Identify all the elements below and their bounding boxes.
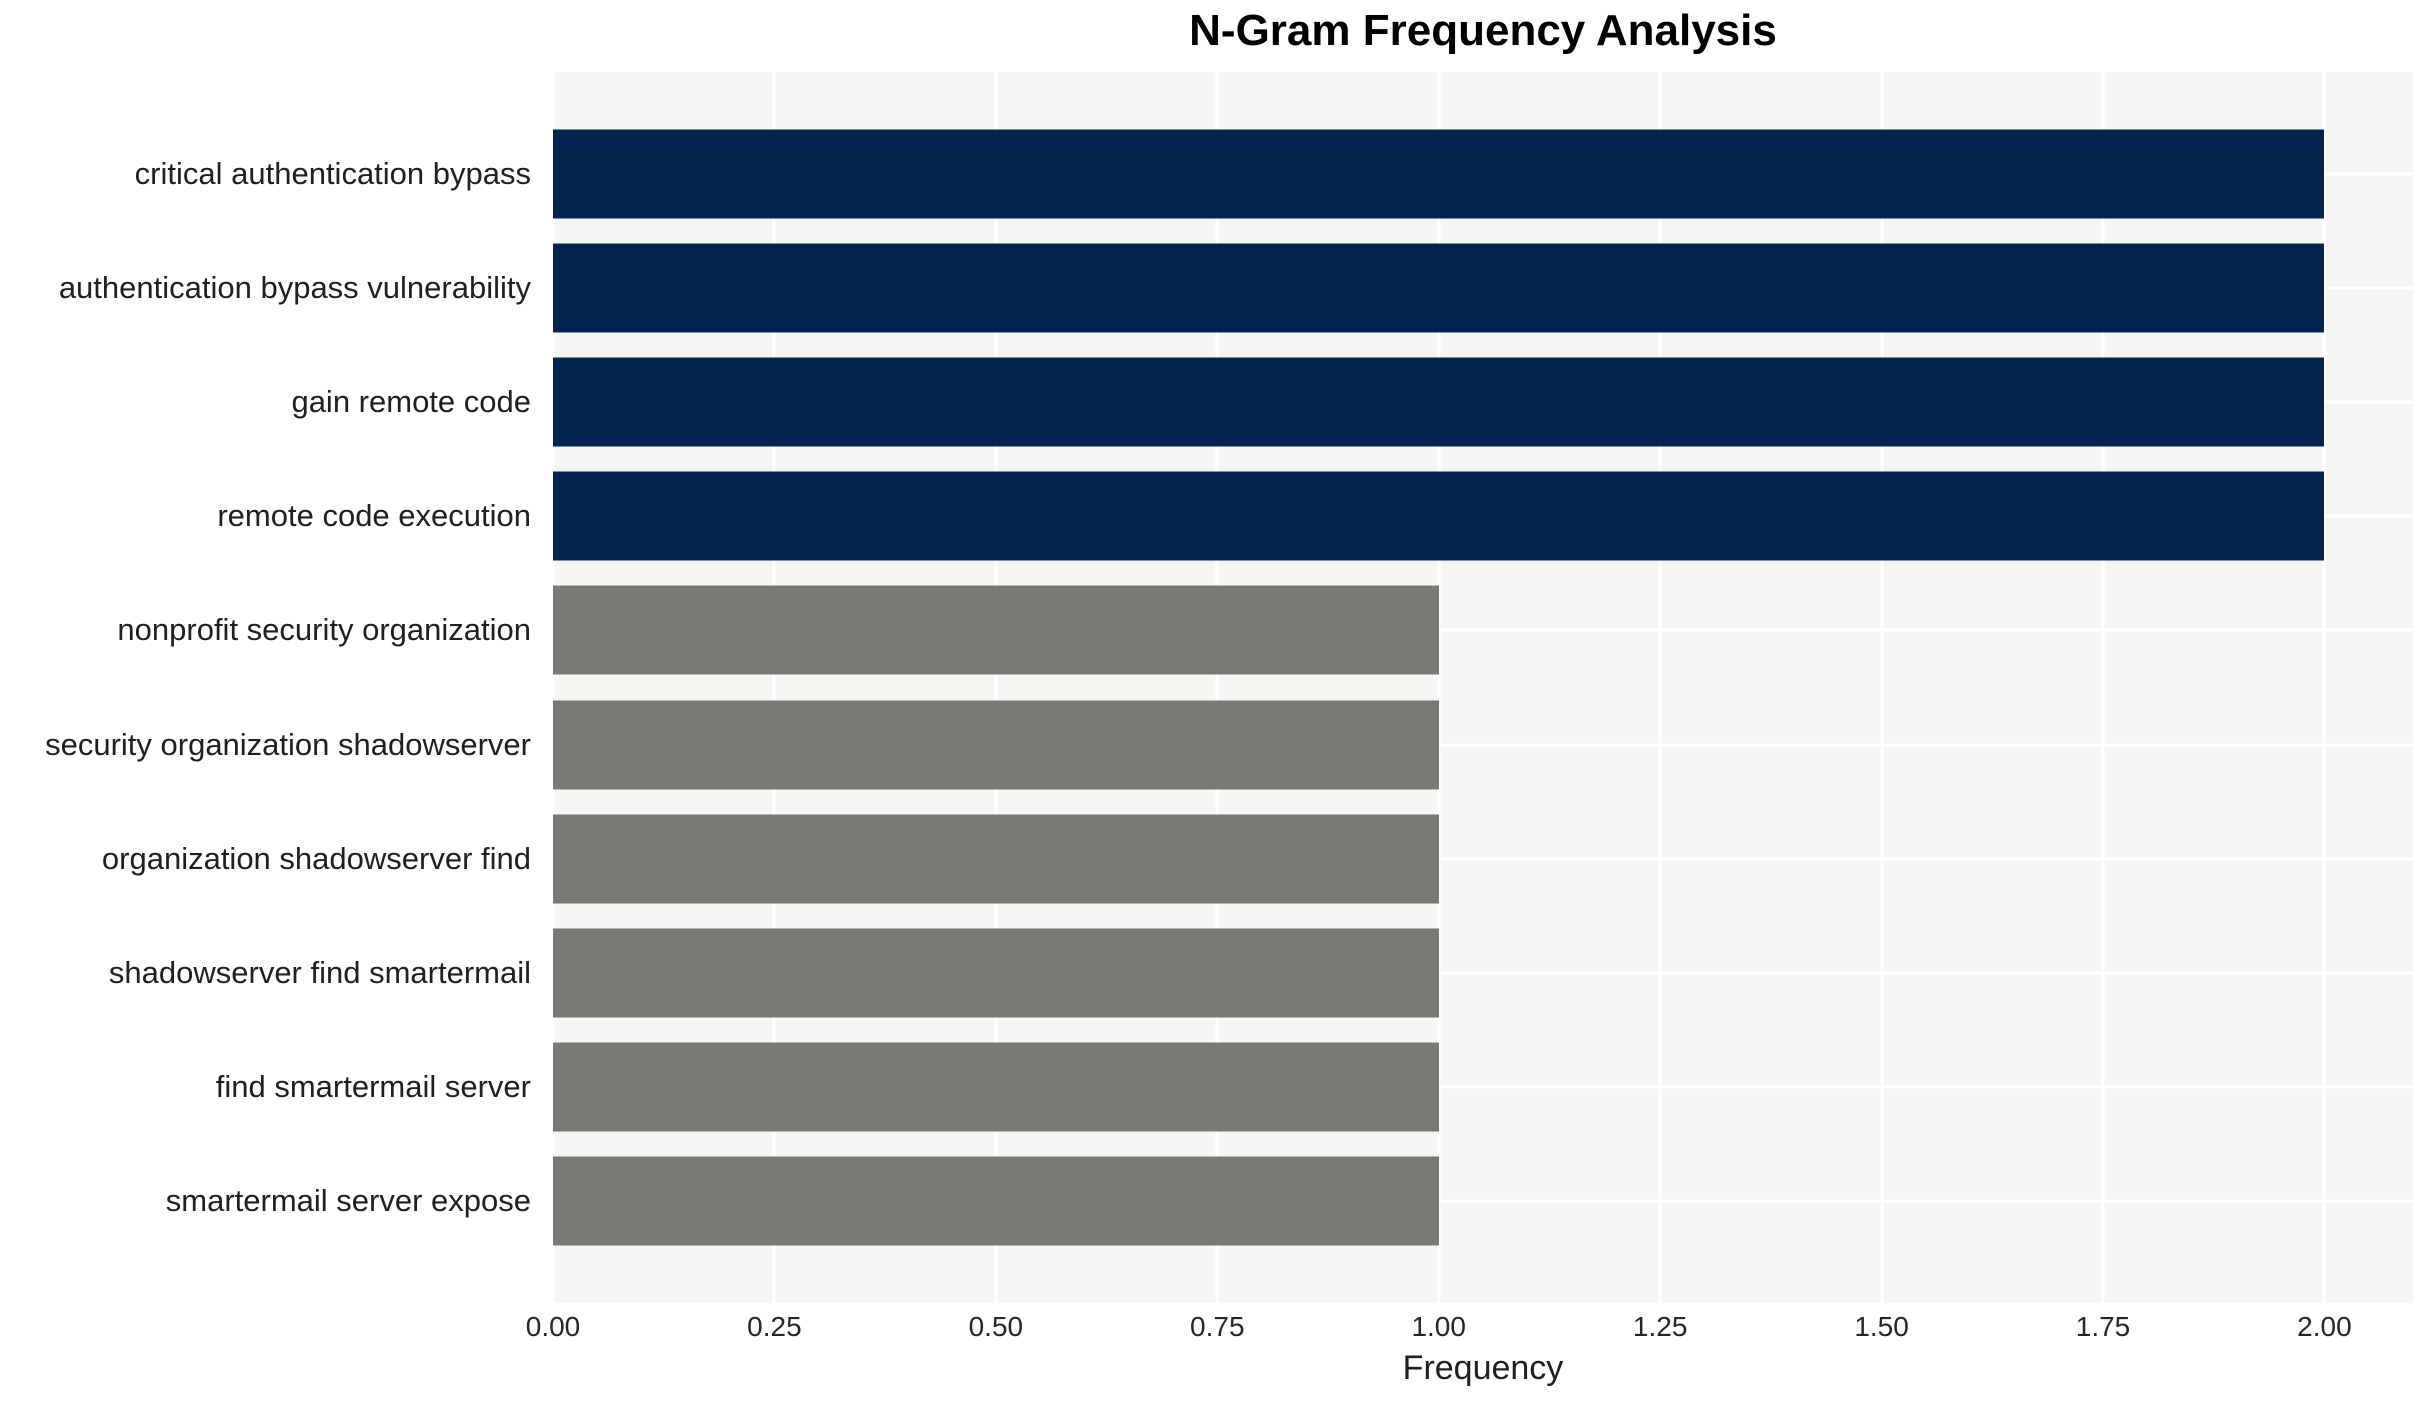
x-tick-label: 2.00 [2297,1311,2352,1342]
x-gridline [1437,72,1441,1303]
bar [553,700,1439,790]
x-tick-label: 1.25 [1632,1311,1688,1342]
category-label: organization shadowserver find [101,840,531,876]
bar [553,1042,1439,1132]
x-gridline [2322,72,2326,1303]
bar [553,471,2325,561]
plot-area: critical authentication bypass authentica… [45,72,2413,1303]
bar [553,928,1439,1018]
x-gridline [772,72,776,1303]
x-gridline [2101,72,2105,1303]
x-tick-label: 1.75 [2075,1311,2131,1342]
bar-rows: critical authentication bypass authentica… [45,72,2413,1303]
category-label: critical authentication bypass [134,156,531,192]
x-tick-label: 0.25 [747,1311,802,1342]
bar [553,243,2325,333]
bar-row: gain remote code [291,345,2413,459]
bar-row: shadowserver find smartermail [109,916,2413,1030]
x-gridline [1215,72,1219,1303]
x-gridline [994,72,998,1303]
x-axis-label: Frequency [1402,1349,1564,1387]
category-label: remote code execution [217,498,531,534]
y-gridline [553,628,2413,632]
bar-row: remote code execution [217,459,2413,573]
category-label: shadowserver find smartermail [108,954,531,990]
y-gridline [553,971,2413,975]
x-gridline [1880,72,1884,1303]
y-gridline [553,1199,2413,1203]
bar-row: nonprofit security organization [117,573,2413,687]
category-label: authentication bypass vulnerability [58,270,531,306]
bar-row: smartermail server expose [166,1144,2413,1258]
y-gridline [553,1085,2413,1089]
x-axis: 0.00 0.25 0.50 0.75 1.00 1.25 1.50 1.75 2.00 [526,1311,2413,1347]
x-tick-label: 1.00 [1411,1311,1466,1342]
x-tick-label: 0.75 [1190,1311,1245,1342]
bar [553,129,2325,219]
x-tick-label: 0.50 [968,1311,1024,1342]
bar-row: find smartermail server [216,1030,2413,1144]
x-gridline [551,72,555,1303]
category-label: gain remote code [291,384,531,420]
chart-title: N-Gram Frequency Analysis [1189,6,1777,55]
y-gridline [553,857,2413,861]
bar-row: organization shadowserver find [102,802,2413,916]
bar [553,814,1439,904]
category-label: smartermail server expose [165,1182,531,1218]
bar [553,585,1439,675]
x-tick-label: 0.00 [525,1311,581,1342]
category-label: nonprofit security organization [117,612,531,648]
bar [553,357,2325,447]
x-tick-label: 1.50 [1854,1311,1909,1342]
x-gridline [1658,72,1662,1303]
bar-row: critical authentication bypass [135,117,2413,231]
bar-row: authentication bypass vulnerability [59,231,2413,345]
bar-row: security organization shadowserver [45,687,2413,801]
y-gridline [553,743,2413,747]
category-label: security organization shadowserver [45,726,531,762]
bar [553,1156,1439,1246]
category-label: find smartermail server [215,1068,531,1104]
